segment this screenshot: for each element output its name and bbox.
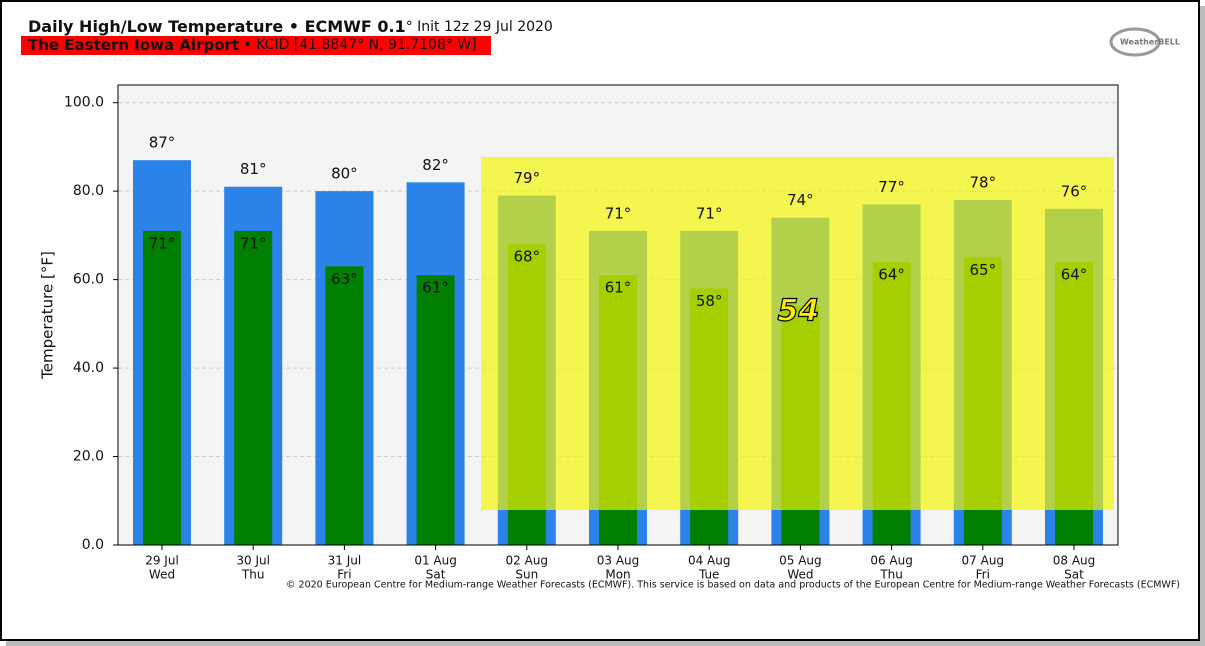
y-tick-label: 0.0: [82, 537, 104, 553]
value-label: 61°: [605, 279, 632, 297]
subtitle-background: [21, 36, 491, 55]
value-label: 71°: [605, 204, 632, 222]
x-tick-label: 02 Aug: [506, 554, 549, 568]
value-label: 79°: [514, 169, 541, 187]
logo: WeatherBELL: [1120, 38, 1180, 47]
x-tick-label: 07 Aug: [962, 554, 1005, 568]
x-tick-label: Sat: [426, 568, 446, 582]
y-tick-label: 20.0: [73, 449, 104, 465]
y-tick-label: 80.0: [73, 183, 104, 199]
chart-title: Daily High/Low Temperature • ECMWF 0.1° …: [28, 17, 553, 36]
x-tick-label: Mon: [605, 568, 630, 582]
x-tick-label: Fri: [976, 568, 990, 582]
y-tick-label: 100.0: [64, 95, 104, 111]
x-tick-label: Fri: [337, 568, 351, 582]
bar: [325, 266, 364, 545]
x-tick-label: 01 Aug: [414, 554, 457, 568]
value-label: 76°: [1061, 182, 1088, 200]
x-tick-label: Sun: [515, 568, 538, 582]
copyright: © 2020 European Centre for Medium-range …: [286, 580, 1180, 591]
x-tick-label: 30 Jul: [236, 554, 270, 568]
y-axis-label: Temperature [°F]: [39, 251, 57, 380]
x-tick-label: 04 Aug: [688, 554, 731, 568]
x-tick-label: 03 Aug: [597, 554, 640, 568]
value-label: 78°: [970, 174, 997, 192]
x-tick-label: Thu: [241, 568, 265, 582]
x-tick-label: 29 Jul: [145, 554, 179, 568]
value-label: 64°: [1061, 265, 1088, 283]
x-tick-label: Sat: [1064, 568, 1084, 582]
value-label: 64°: [878, 265, 905, 283]
y-tick-label: 40.0: [73, 360, 104, 376]
bar: [143, 230, 181, 545]
bar: [234, 230, 273, 545]
value-label: 71°: [149, 234, 176, 252]
shadow: [6, 641, 1205, 646]
shadow: [1200, 6, 1205, 646]
value-label: 63°: [331, 270, 358, 288]
bar: [416, 275, 455, 545]
highlight: [481, 157, 1114, 510]
x-tick-label: 06 Aug: [870, 554, 913, 568]
x-tick-label: 31 Jul: [328, 554, 362, 568]
x-tick-label: Tue: [698, 568, 720, 582]
value-label: 74°: [787, 191, 814, 209]
value-label: 54: [778, 294, 820, 329]
value-label: 77°: [878, 178, 905, 196]
x-tick-label: 05 Aug: [779, 554, 822, 568]
value-label: 80°: [331, 165, 358, 183]
value-label: 58°: [696, 292, 723, 310]
x-tick-label: 08 Aug: [1053, 554, 1096, 568]
logo-mark: [1109, 27, 1161, 57]
y-tick-label: 60.0: [73, 272, 104, 288]
x-tick-label: Wed: [149, 568, 175, 582]
value-label: 82°: [422, 156, 449, 174]
value-label: 61°: [422, 279, 449, 297]
value-label: 81°: [240, 160, 267, 178]
x-tick-label: Thu: [879, 568, 903, 582]
subtitle: The Eastern Iowa Airport • KCID [41.8847…: [28, 36, 477, 54]
value-label: 71°: [240, 234, 267, 252]
x-tick-label: Wed: [787, 568, 813, 582]
value-label: 87°: [149, 134, 176, 152]
value-label: 65°: [970, 261, 997, 279]
value-label: 68°: [514, 248, 541, 266]
value-label: 71°: [696, 204, 723, 222]
